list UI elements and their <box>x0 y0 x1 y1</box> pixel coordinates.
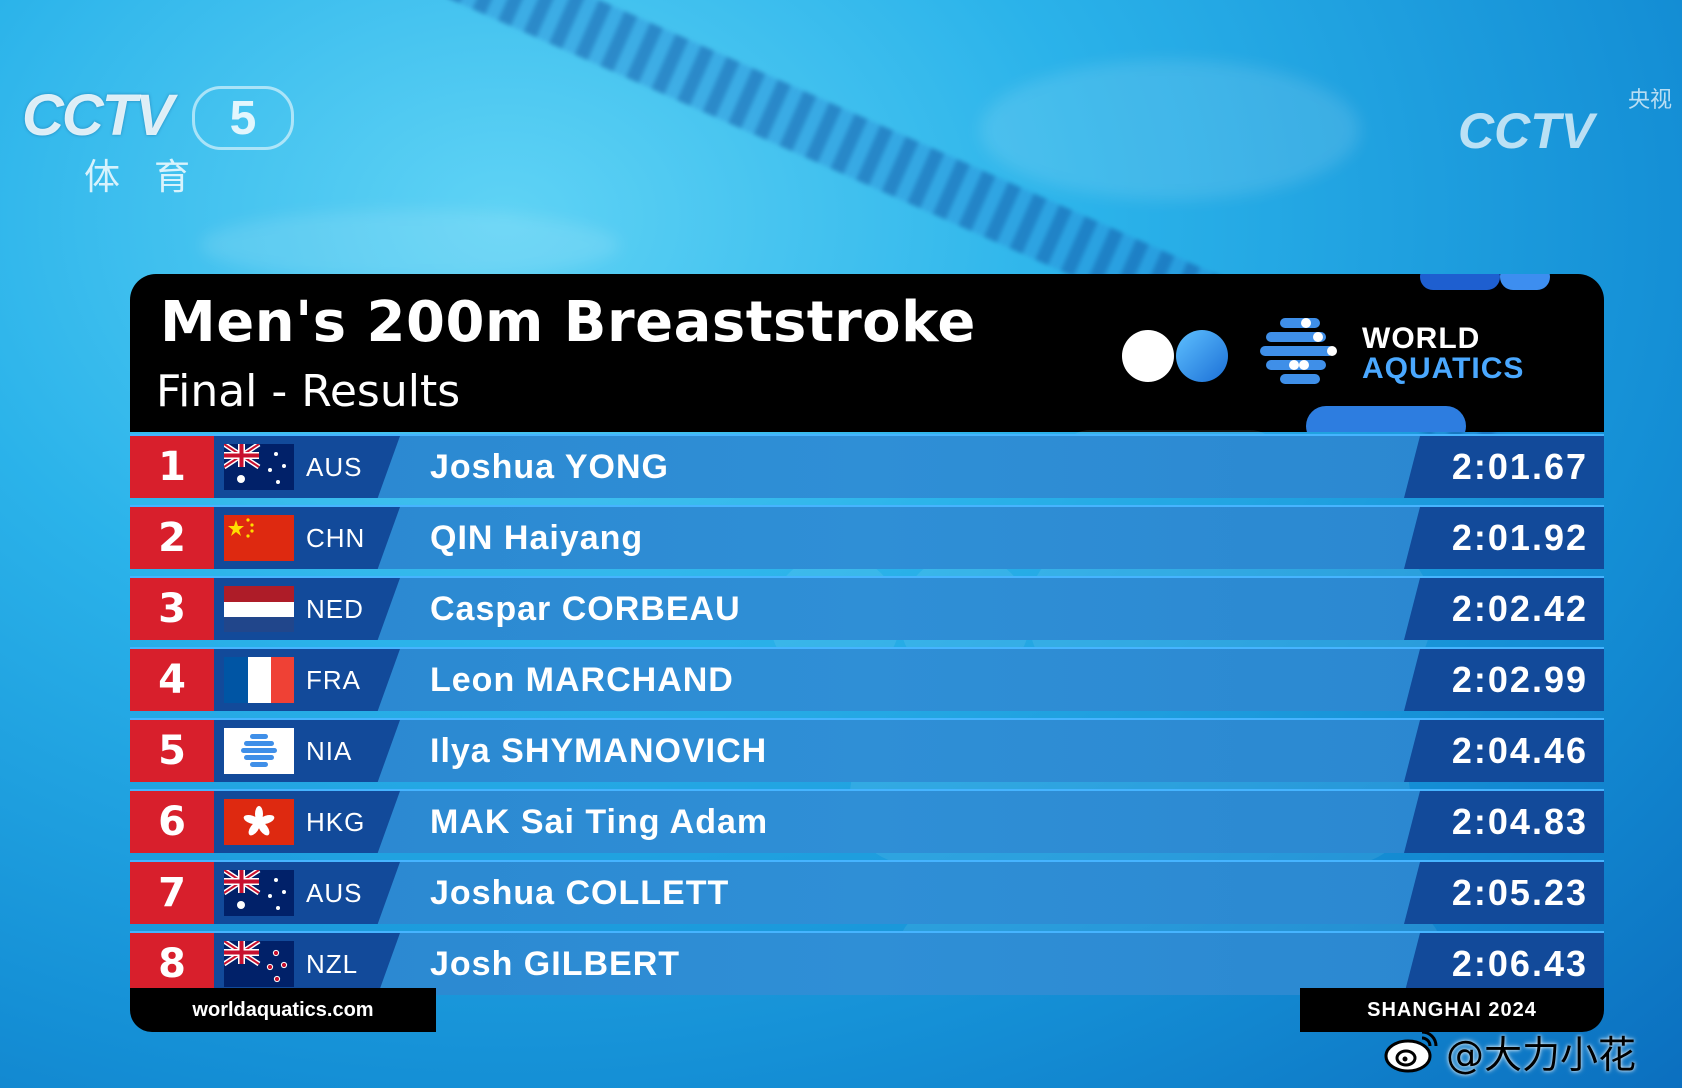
decor-dot-blue <box>1176 330 1228 382</box>
event-footer: SHANGHAI 2024 <box>1300 988 1604 1032</box>
finish-time: 2:06.43 <box>1451 943 1588 984</box>
result-row: 6 HKG MAK Sai Ting Adam 2:04.83 <box>130 789 1604 853</box>
time-panel <box>1404 578 1604 640</box>
cctv5-logo: CCTV 5 体育 <box>22 82 294 198</box>
time-panel <box>1404 720 1604 782</box>
result-row: 1 AUS Joshua YONG 2:01.67 <box>130 434 1604 498</box>
result-row: 7 AUS Joshua COLLETT 2:05.23 <box>130 860 1604 924</box>
time-panel <box>1404 436 1604 498</box>
rank-number: 8 <box>130 933 214 995</box>
event-subtitle: Final - Results <box>156 366 461 417</box>
cctv-logo-text: CCTV <box>22 83 174 148</box>
athlete-name: Joshua YONG <box>430 448 669 486</box>
rank-number: 5 <box>130 720 214 782</box>
watermark-handle: @大力小花 <box>1446 1033 1637 1077</box>
france-flag-icon <box>224 657 294 703</box>
athlete-name: QIN Haiyang <box>430 519 644 557</box>
athlete-name: MAK Sai Ting Adam <box>430 803 769 841</box>
athlete-name: Joshua COLLETT <box>430 874 730 912</box>
new-zealand-flag-icon <box>224 941 294 987</box>
rank-number: 4 <box>130 649 214 711</box>
netherlands-flag-icon <box>224 586 294 632</box>
brand-line-1: WORLD <box>1362 322 1481 355</box>
result-row: 8 NZL Josh GILBERT 2:06.43 <box>130 931 1604 995</box>
rank-number: 3 <box>130 578 214 640</box>
time-panel <box>1404 933 1604 995</box>
cctv-corner-logo: CCTV 央视 <box>1458 84 1682 164</box>
nation-code: NED <box>306 594 364 624</box>
nation-code: NIA <box>306 736 353 766</box>
finish-time: 2:04.83 <box>1451 801 1588 842</box>
athlete-name: Josh GILBERT <box>430 945 681 983</box>
nation-code: FRA <box>306 665 361 695</box>
header-decor <box>1500 274 1550 290</box>
world-aquatics-wordmark: WORLD AQUATICS <box>1362 324 1524 384</box>
cctv-corner-text: CCTV <box>1458 103 1595 159</box>
results-board: Men's 200m Breaststroke Final - Results … <box>130 274 1604 1034</box>
athlete-name: Ilya SHYMANOVICH <box>430 732 768 770</box>
result-row: 5 NIA Ilya SHYMANOVICH 2:04.46 <box>130 718 1604 782</box>
time-panel <box>1404 649 1604 711</box>
athlete-name: Caspar CORBEAU <box>430 590 741 628</box>
time-panel <box>1404 507 1604 569</box>
hong-kong-flag-icon <box>224 799 294 845</box>
time-panel <box>1404 791 1604 853</box>
result-row: 2 CHN QIN Haiyang 2:01.92 <box>130 505 1604 569</box>
cctv-corner-small: 央视 <box>1628 88 1673 113</box>
results-list: 1 AUS Joshua YONG 2:01.67 2 <box>130 430 1604 1002</box>
water-ripple <box>980 60 1360 200</box>
australia-flag-icon <box>224 870 294 916</box>
rank-number: 2 <box>130 507 214 569</box>
nation-code: AUS <box>306 878 363 908</box>
nation-code: HKG <box>306 807 366 837</box>
rank-number: 6 <box>130 791 214 853</box>
world-aquatics-flag-icon <box>224 728 294 774</box>
weibo-watermark: @大力小花 <box>1384 1022 1674 1078</box>
weibo-icon <box>1384 1030 1438 1073</box>
result-row: 4 FRA Leon MARCHAND 2:02.99 <box>130 647 1604 711</box>
result-row: 3 NED Caspar CORBEAU 2:02.42 <box>130 576 1604 640</box>
finish-time: 2:01.67 <box>1451 446 1588 487</box>
brand-line-2: AQUATICS <box>1362 352 1525 385</box>
nation-code: AUS <box>306 452 363 482</box>
finish-time: 2:01.92 <box>1451 517 1588 558</box>
athlete-name: Leon MARCHAND <box>430 661 734 699</box>
board-header: Men's 200m Breaststroke Final - Results … <box>130 274 1604 432</box>
website-footer: worldaquatics.com <box>130 988 436 1032</box>
nation-code: NZL <box>306 949 359 979</box>
finish-time: 2:04.46 <box>1451 730 1588 771</box>
header-decor <box>1306 406 1466 432</box>
finish-time: 2:02.99 <box>1451 659 1588 700</box>
finish-time: 2:02.42 <box>1451 588 1588 629</box>
australia-flag-icon <box>224 444 294 490</box>
channel-sub: 体育 <box>84 157 225 198</box>
header-decor <box>1420 274 1500 290</box>
china-flag-icon <box>224 515 294 561</box>
decor-dot-white <box>1122 330 1174 382</box>
nation-code: CHN <box>306 523 366 553</box>
rank-number: 7 <box>130 862 214 924</box>
rank-number: 1 <box>130 436 214 498</box>
time-panel <box>1404 862 1604 924</box>
water-ripple <box>200 210 620 280</box>
finish-time: 2:05.23 <box>1451 872 1588 913</box>
channel-number: 5 <box>192 86 294 150</box>
event-title: Men's 200m Breaststroke <box>160 290 976 355</box>
world-aquatics-logo-icon <box>1260 318 1337 384</box>
